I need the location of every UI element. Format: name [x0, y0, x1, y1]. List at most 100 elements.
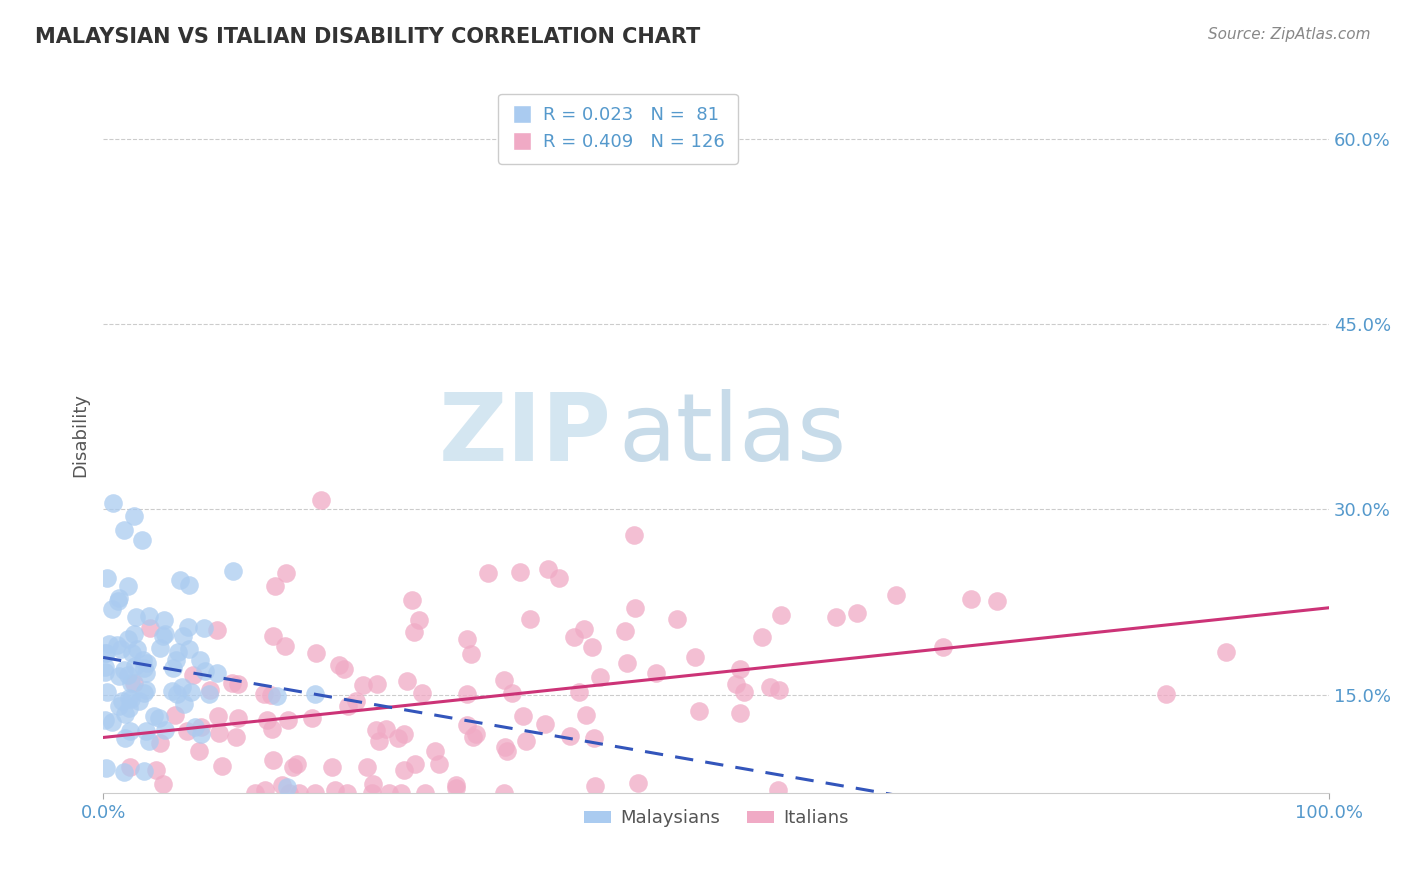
Point — [366, 677, 388, 691]
Point — [344, 694, 367, 708]
Point — [205, 666, 228, 681]
Point — [138, 608, 160, 623]
Point — [456, 687, 478, 701]
Point — [960, 592, 983, 607]
Point — [304, 687, 326, 701]
Point — [589, 670, 612, 684]
Point — [496, 744, 519, 758]
Point — [107, 699, 129, 714]
Point — [456, 632, 478, 646]
Point — [107, 591, 129, 606]
Text: atlas: atlas — [619, 390, 846, 482]
Point — [101, 602, 124, 616]
Point — [148, 711, 170, 725]
Point — [1215, 645, 1237, 659]
Point — [336, 699, 359, 714]
Point — [305, 646, 328, 660]
Point — [180, 685, 202, 699]
Point — [132, 660, 155, 674]
Point — [118, 701, 141, 715]
Point — [262, 753, 284, 767]
Point — [165, 653, 187, 667]
Point — [361, 786, 384, 800]
Point — [323, 782, 346, 797]
Point — [301, 711, 323, 725]
Point — [94, 761, 117, 775]
Point — [94, 665, 117, 679]
Point — [112, 764, 135, 779]
Point — [205, 623, 228, 637]
Point — [170, 680, 193, 694]
Point — [225, 730, 247, 744]
Point — [460, 647, 482, 661]
Point — [193, 621, 215, 635]
Point — [131, 533, 153, 547]
Point — [378, 786, 401, 800]
Point — [200, 682, 222, 697]
Point — [387, 731, 409, 746]
Point — [728, 662, 751, 676]
Point — [96, 570, 118, 584]
Point — [1156, 687, 1178, 701]
Point — [501, 686, 523, 700]
Point — [120, 676, 142, 690]
Point — [173, 698, 195, 712]
Point — [427, 757, 450, 772]
Point — [494, 673, 516, 687]
Point — [149, 736, 172, 750]
Point — [575, 707, 598, 722]
Point — [645, 665, 668, 680]
Point — [208, 726, 231, 740]
Point — [187, 744, 209, 758]
Point — [114, 523, 136, 537]
Point — [122, 508, 145, 523]
Point — [112, 663, 135, 677]
Y-axis label: Disability: Disability — [72, 393, 89, 477]
Point — [477, 566, 499, 580]
Point — [262, 629, 284, 643]
Point — [512, 709, 534, 723]
Point — [221, 564, 243, 578]
Point — [401, 592, 423, 607]
Point — [98, 637, 121, 651]
Point — [758, 680, 780, 694]
Point — [537, 562, 560, 576]
Point — [107, 593, 129, 607]
Point — [128, 693, 150, 707]
Point — [568, 685, 591, 699]
Point — [135, 666, 157, 681]
Point — [281, 760, 304, 774]
Point — [356, 760, 378, 774]
Point — [413, 786, 436, 800]
Point — [105, 639, 128, 653]
Text: MALAYSIAN VS ITALIAN DISABILITY CORRELATION CHART: MALAYSIAN VS ITALIAN DISABILITY CORRELAT… — [35, 27, 700, 46]
Point — [145, 763, 167, 777]
Point — [547, 571, 569, 585]
Point — [243, 786, 266, 800]
Point — [207, 709, 229, 723]
Point — [494, 739, 516, 754]
Point — [94, 646, 117, 660]
Point — [562, 630, 585, 644]
Point — [254, 783, 277, 797]
Point — [389, 786, 412, 800]
Point — [627, 776, 650, 790]
Point — [125, 641, 148, 656]
Point — [276, 780, 298, 794]
Point — [190, 720, 212, 734]
Point — [167, 645, 190, 659]
Point — [264, 579, 287, 593]
Point — [614, 624, 637, 638]
Point — [221, 675, 243, 690]
Point — [166, 688, 188, 702]
Point — [179, 642, 201, 657]
Point — [270, 778, 292, 792]
Point — [152, 777, 174, 791]
Point — [366, 723, 388, 737]
Point — [114, 731, 136, 746]
Point — [153, 627, 176, 641]
Point — [304, 786, 326, 800]
Point — [582, 731, 605, 746]
Point — [519, 612, 541, 626]
Point — [177, 578, 200, 592]
